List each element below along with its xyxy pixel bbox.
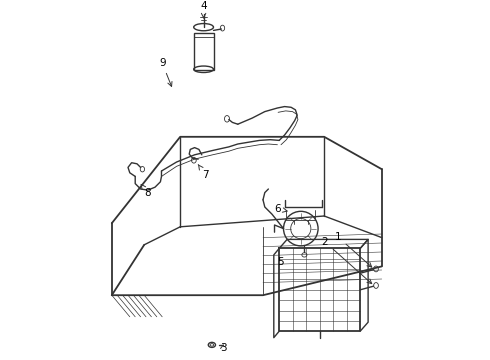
Text: 9: 9 xyxy=(159,58,172,86)
Text: 6: 6 xyxy=(274,204,287,214)
Text: 3: 3 xyxy=(220,343,227,354)
Text: 4: 4 xyxy=(200,1,207,18)
Text: 7: 7 xyxy=(198,165,209,180)
Text: 8: 8 xyxy=(141,184,150,198)
Text: 2: 2 xyxy=(321,237,372,284)
Text: 5: 5 xyxy=(277,257,284,267)
Bar xyxy=(194,33,214,70)
Text: 1: 1 xyxy=(335,232,372,267)
